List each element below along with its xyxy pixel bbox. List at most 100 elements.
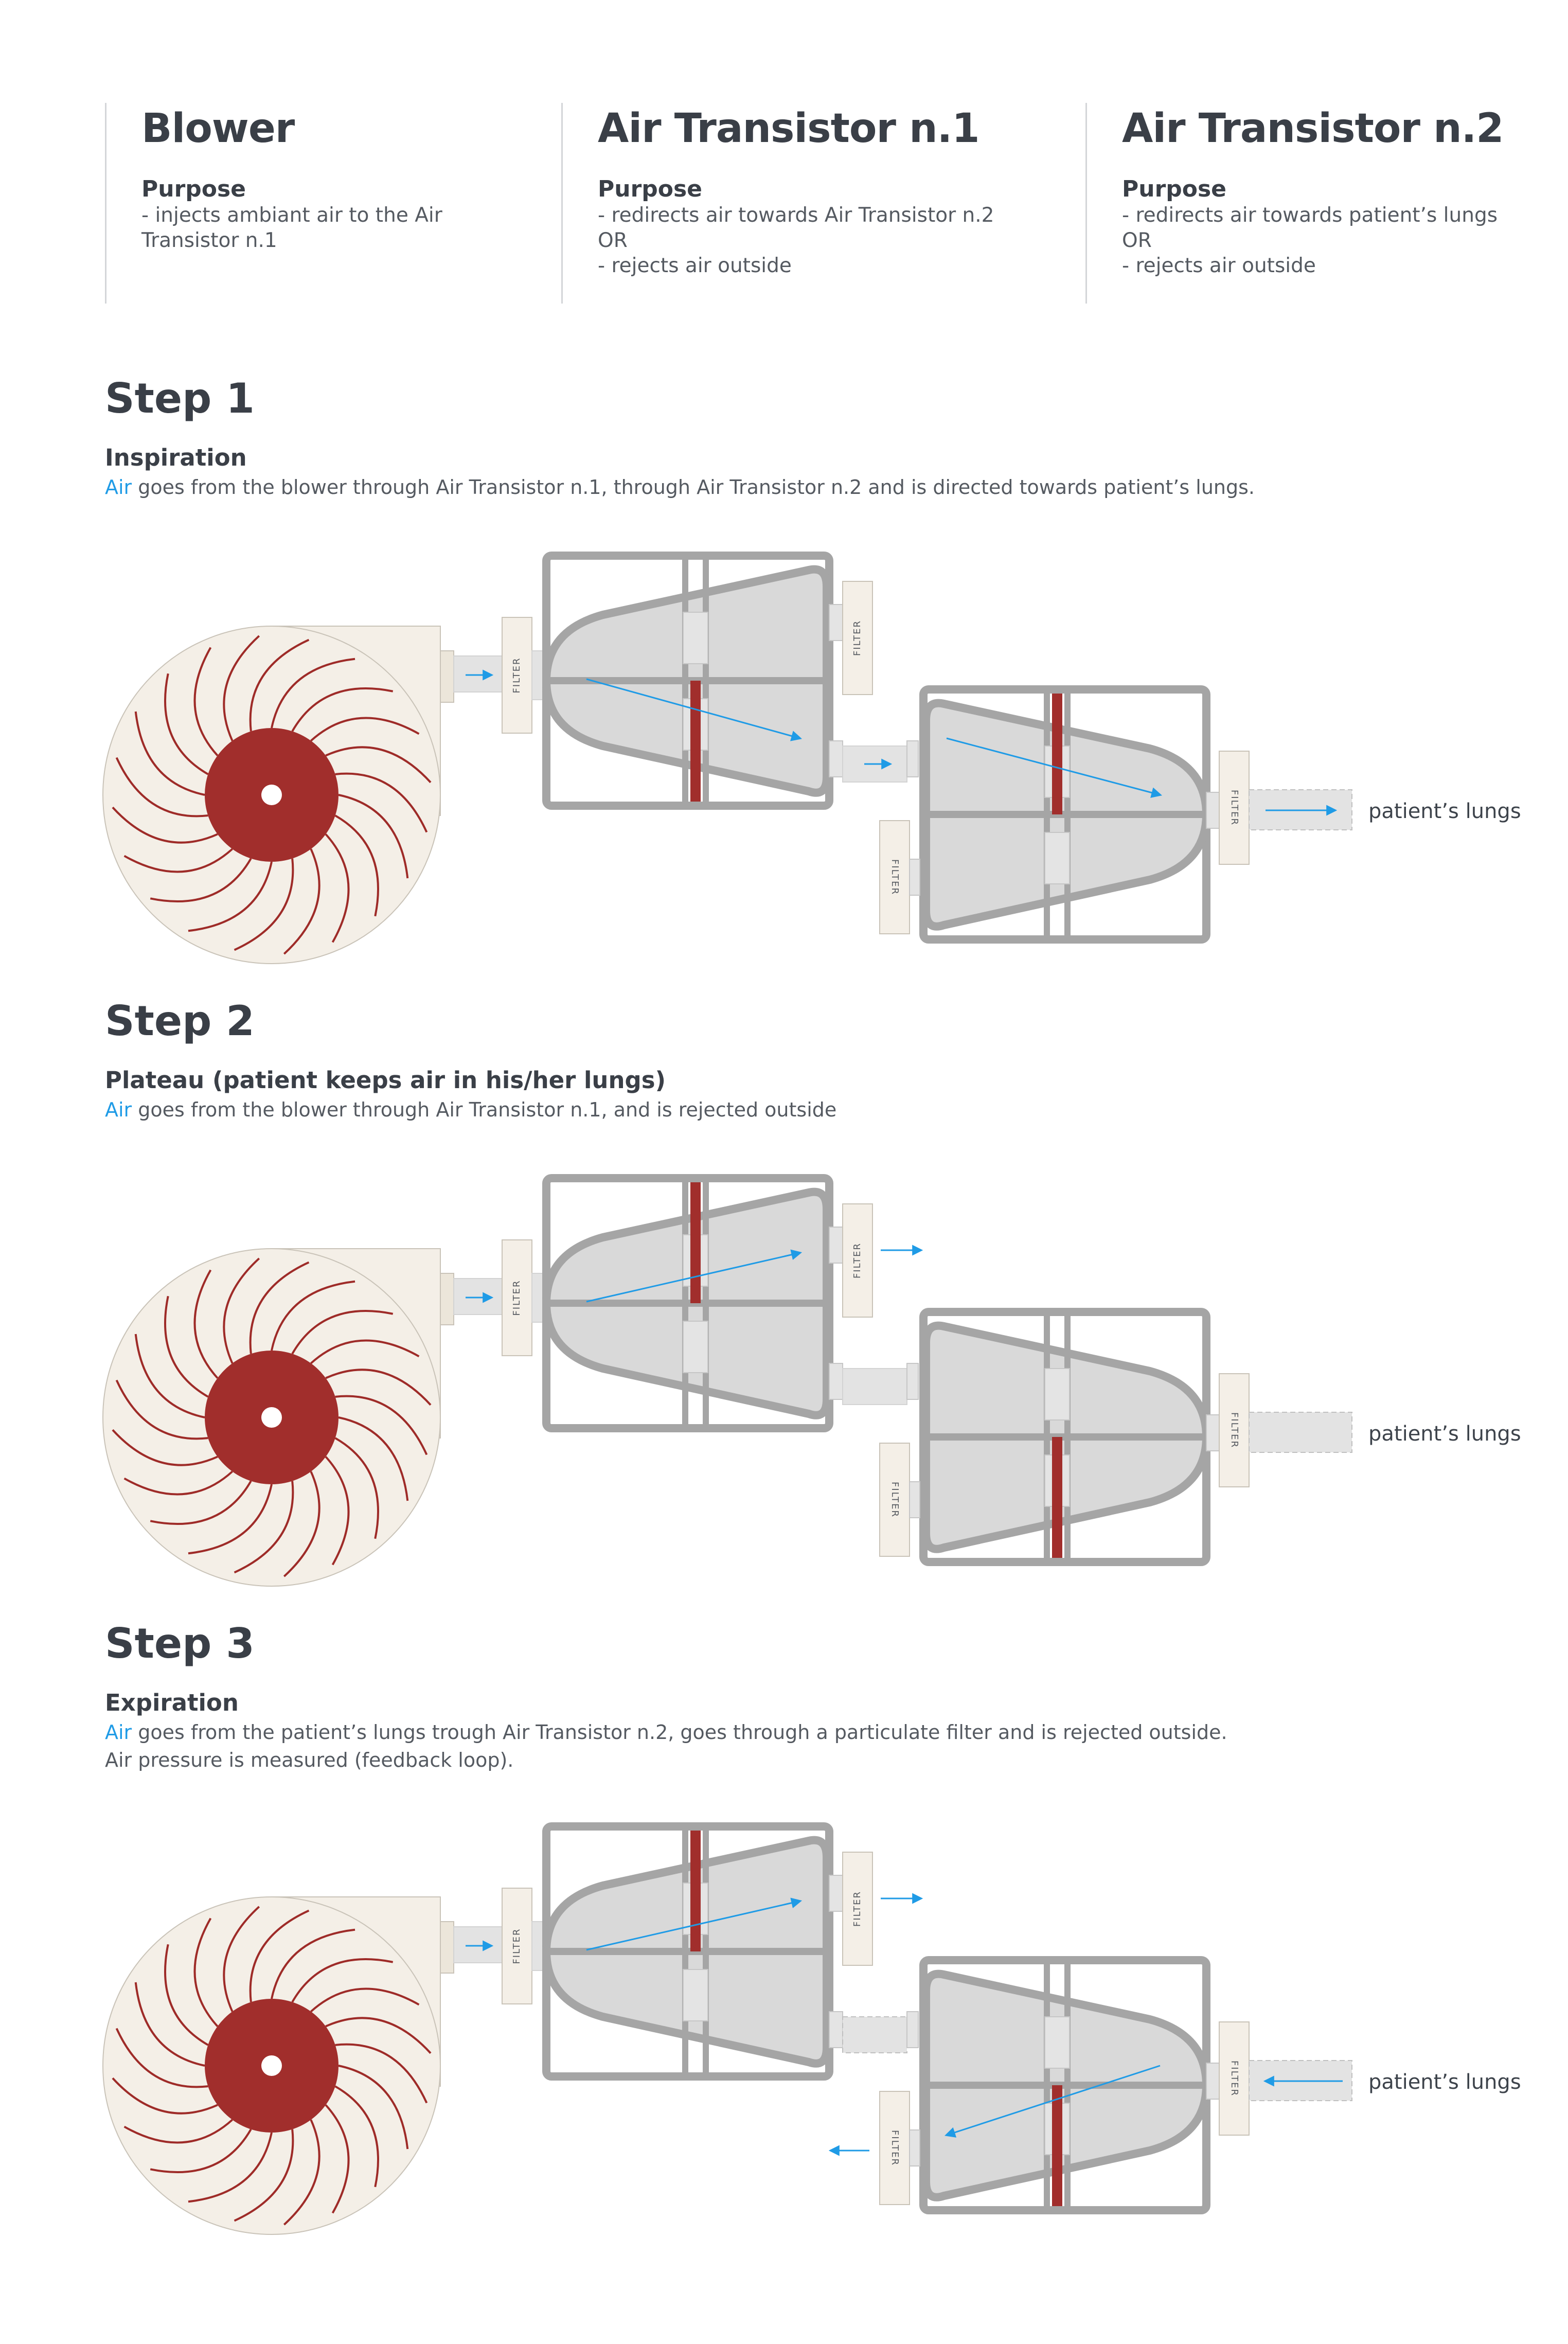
filter-label: FILTER — [511, 1928, 522, 1964]
blower-blade — [283, 2119, 320, 2226]
blower-axle — [261, 785, 282, 805]
air-transistor-1 — [542, 552, 833, 810]
blower-purpose-label: Purpose — [141, 176, 246, 202]
air-transistor-1-title: Air Transistor n.1 — [598, 105, 980, 152]
blower-blade — [291, 687, 394, 732]
air-transistor-2-purpose-text: - redirects air towards patient’s lungs … — [1122, 204, 1498, 277]
blower-blade — [150, 858, 252, 902]
step-3-air-word: Air — [105, 1721, 132, 1744]
blower-blade — [271, 1928, 355, 1999]
air-transistor-1-purpose-label: Purpose — [598, 176, 703, 202]
step-1-diagram: FILTER FILTER FILTER FILTER patient’s lungs — [102, 552, 1521, 964]
step-1-description-text: goes from the blower through Air Transis… — [132, 476, 1255, 499]
exhaust-1-filter — [842, 581, 873, 695]
blower-blade — [310, 1987, 420, 2013]
blower-blades — [112, 1906, 432, 2226]
filter-label: FILTER — [889, 1482, 900, 1518]
air-transistor-2 — [919, 685, 1211, 944]
exhaust-2-filter — [879, 820, 910, 934]
transistor-seat-lower — [683, 1321, 708, 1373]
air-transistor-1 — [542, 1174, 833, 1432]
exhaust-1-connector — [829, 1227, 843, 1264]
blower-blade — [310, 717, 420, 742]
step-1-title: Step 1 — [105, 375, 255, 422]
link-pipe — [842, 1368, 907, 1405]
blower-purpose-text: - injects ambiant air to the Air Transis… — [141, 204, 442, 252]
blower-blade — [334, 1437, 379, 1539]
exhaust-2-filter — [879, 1443, 910, 1557]
arrow-transistor-2 — [946, 737, 1163, 798]
blower-blade — [164, 673, 209, 775]
lungs-filter — [1219, 751, 1250, 865]
step-3-description-text: goes from the patient’s lungs trough Air… — [132, 1721, 1227, 1744]
transistor-valve-guide — [682, 553, 709, 809]
exhaust-2-connector — [909, 859, 920, 896]
blower-blade — [134, 1334, 205, 1418]
blower-blade — [335, 1395, 428, 1455]
air-transistor-1-column: Air Transistor n.1 Purpose - redirects a… — [561, 103, 1081, 304]
blower-blades — [112, 1257, 432, 1577]
blower-blade — [112, 1429, 218, 1466]
inlet-pipe — [453, 655, 503, 692]
step-2-diagram: FILTER FILTER FILTER FILTER patient’s lungs — [102, 1174, 1521, 1587]
arrow-transistor-1 — [586, 1897, 803, 1951]
blower-blade — [249, 1909, 310, 2002]
diagram-group: FILTER FILTER FILTER FILTER — [102, 552, 1352, 964]
blower-blade — [291, 1958, 394, 2003]
blower-outlet — [440, 650, 454, 703]
blower-blade — [123, 1470, 233, 1496]
exhaust-1-connector — [829, 604, 843, 641]
transistor-valve — [690, 1831, 701, 1951]
transistor-valve — [1052, 694, 1062, 814]
air-transistor-2-column: Air Transistor n.2 Purpose - redirects a… — [1085, 103, 1548, 304]
blower-blade — [234, 2129, 294, 2222]
exhaust-2-filter — [879, 2091, 910, 2205]
transistor-valve — [690, 681, 701, 802]
link-pipe — [842, 2016, 907, 2053]
transistor-valve-guide — [1044, 1957, 1071, 2213]
blower-blade — [188, 2132, 273, 2203]
step-1-air-word: Air — [105, 476, 132, 499]
blower-outlet — [440, 1921, 454, 1974]
filter-label: FILTER — [852, 620, 863, 656]
transistor-valve — [690, 1182, 701, 1303]
step-1-subtitle: Inspiration — [105, 444, 247, 471]
step-2-title: Step 2 — [105, 997, 255, 1045]
transistor-seat-upper — [1044, 2016, 1070, 2069]
exhaust-2-connector — [909, 2129, 920, 2167]
step-3-lungs-label: patient’s lungs — [1368, 2070, 1521, 2094]
link-connector-a — [829, 740, 843, 777]
filter-label: FILTER — [511, 657, 522, 693]
blower-blade — [193, 647, 219, 756]
air-transistor-2-purpose-label: Purpose — [1122, 176, 1227, 202]
blower-blade — [115, 757, 208, 818]
blower-blade — [325, 2017, 432, 2054]
step-3-title: Step 3 — [105, 1620, 255, 1667]
exhaust-1-filter — [842, 1852, 873, 1966]
arrow-transistor-2 — [945, 2065, 1161, 2138]
blower-blade — [325, 746, 432, 784]
link-connector-a — [829, 2011, 843, 2048]
blower-blade — [334, 2085, 379, 2188]
blower-blade — [112, 806, 218, 844]
blower-blade — [134, 711, 205, 796]
blower-blade — [338, 794, 409, 879]
step-2-lungs-label: patient’s lungs — [1368, 1422, 1521, 1446]
blower-blade — [325, 1456, 350, 1566]
step-3-subtitle: Expiration — [105, 1689, 239, 1716]
lungs-filter — [1219, 1373, 1250, 1487]
blower-blade — [335, 2043, 428, 2104]
step-3-description-line2: Air pressure is measured (feedback loop)… — [105, 1749, 514, 1771]
filter-label: FILTER — [511, 1280, 522, 1316]
blower-blade — [335, 772, 428, 833]
blower-column: Blower Purpose - injects ambiant air to … — [105, 103, 558, 304]
blower-blade — [310, 1339, 420, 1364]
blower-blade — [271, 658, 355, 729]
step-3-description: Air goes from the patient’s lungs trough… — [105, 1718, 1442, 1774]
link-connector-b — [906, 740, 919, 777]
blower-blade — [112, 2077, 218, 2115]
arrow-transistor-1 — [586, 1249, 803, 1303]
step-2-air-word: Air — [105, 1098, 132, 1121]
blower-blade — [150, 1480, 252, 1525]
transistor-valve-guide — [682, 1175, 709, 1431]
